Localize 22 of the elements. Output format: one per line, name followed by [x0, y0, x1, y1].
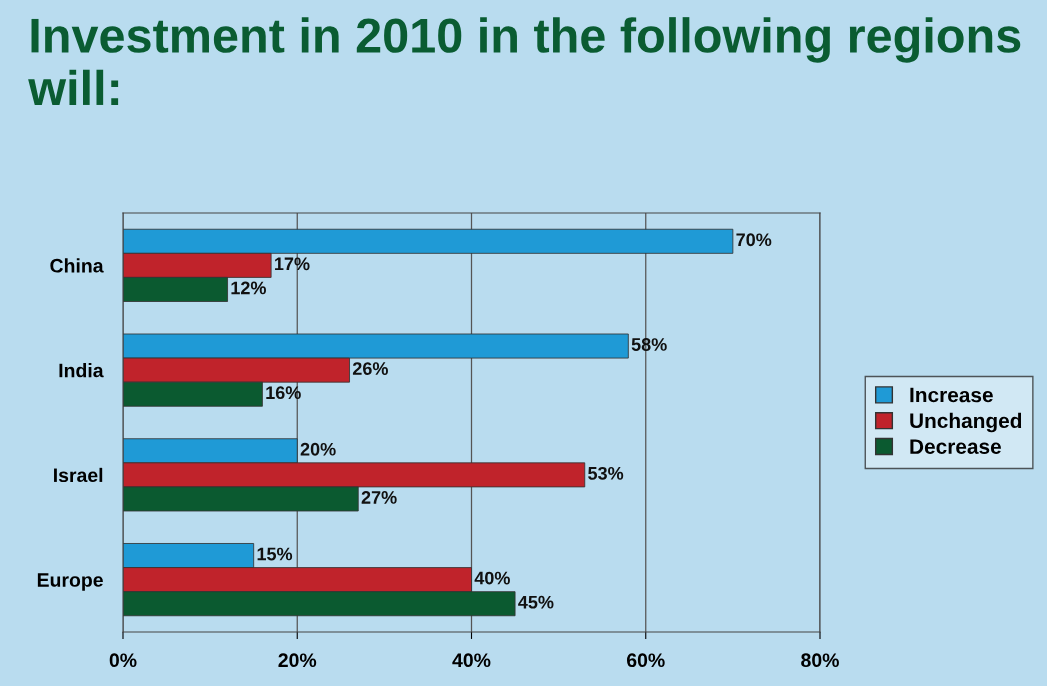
- data-label: 53%: [588, 466, 624, 480]
- x-tick-label: 20%: [278, 653, 317, 668]
- x-tick-label: 0%: [109, 653, 137, 668]
- data-label: 20%: [300, 442, 336, 456]
- chart-title: Investment in 2010 in the following regions will:: [28, 17, 1021, 105]
- data-label: 26%: [352, 362, 388, 375]
- y-tick-label: India: [59, 363, 104, 378]
- y-tick-label: China: [50, 258, 104, 273]
- legend-label: Increase: [910, 387, 993, 403]
- data-label: 45%: [518, 595, 554, 609]
- data-label: 12%: [231, 281, 266, 295]
- legend-label: Unchanged: [910, 412, 1022, 433]
- data-label: 15%: [257, 547, 293, 561]
- legend-label: Decrease: [910, 439, 1001, 454]
- data-label: 40%: [474, 571, 510, 585]
- x-tick-label: 60%: [627, 653, 665, 668]
- x-tick-label: 40%: [452, 653, 491, 668]
- y-tick-label: Israel: [54, 467, 103, 483]
- data-label: 27%: [361, 491, 397, 504]
- data-label: 70%: [736, 233, 772, 247]
- y-tick-label: Europe: [37, 573, 103, 591]
- x-tick-label: 80%: [801, 653, 839, 668]
